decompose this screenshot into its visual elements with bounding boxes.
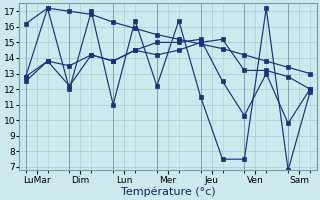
X-axis label: Température (°c): Température (°c) bbox=[121, 186, 215, 197]
